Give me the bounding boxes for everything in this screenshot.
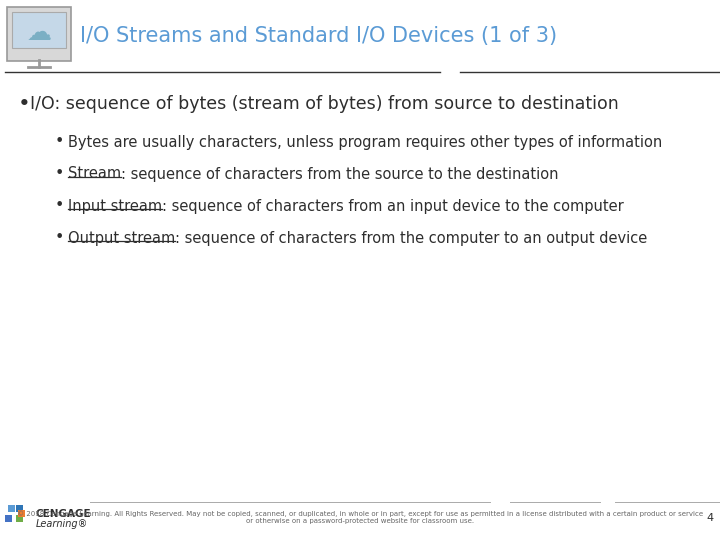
Text: Bytes are usually characters, unless program requires other types of information: Bytes are usually characters, unless pro… [68,134,662,150]
FancyBboxPatch shape [17,510,24,516]
FancyBboxPatch shape [7,504,14,511]
Text: : sequence of characters from the source to the destination: : sequence of characters from the source… [121,166,559,181]
Text: ☁: ☁ [27,21,52,45]
Text: •: • [55,199,64,213]
Text: •: • [55,231,64,246]
Text: Input stream: Input stream [68,199,162,213]
FancyBboxPatch shape [16,504,22,511]
Text: 4: 4 [707,513,714,523]
Text: Output stream: Output stream [68,231,175,246]
Text: •: • [55,134,64,150]
Text: : sequence of characters from the computer to an output device: : sequence of characters from the comput… [175,231,647,246]
Text: CENGAGE: CENGAGE [36,509,91,519]
Text: Stream: Stream [68,166,121,181]
Text: © 2018 Cengage Learning. All Rights Reserved. May not be copied, scanned, or dup: © 2018 Cengage Learning. All Rights Rese… [17,510,703,524]
Text: •: • [55,166,64,181]
FancyBboxPatch shape [16,515,22,522]
Text: Learning®: Learning® [36,519,89,529]
FancyBboxPatch shape [12,12,66,48]
Text: •: • [18,94,31,114]
FancyBboxPatch shape [7,7,71,61]
Text: : sequence of characters from an input device to the computer: : sequence of characters from an input d… [162,199,624,213]
Text: I/O Streams and Standard I/O Devices (1 of 3): I/O Streams and Standard I/O Devices (1 … [80,26,557,46]
FancyBboxPatch shape [4,515,12,522]
Text: I/O: sequence of bytes (stream of bytes) from source to destination: I/O: sequence of bytes (stream of bytes)… [30,95,618,113]
